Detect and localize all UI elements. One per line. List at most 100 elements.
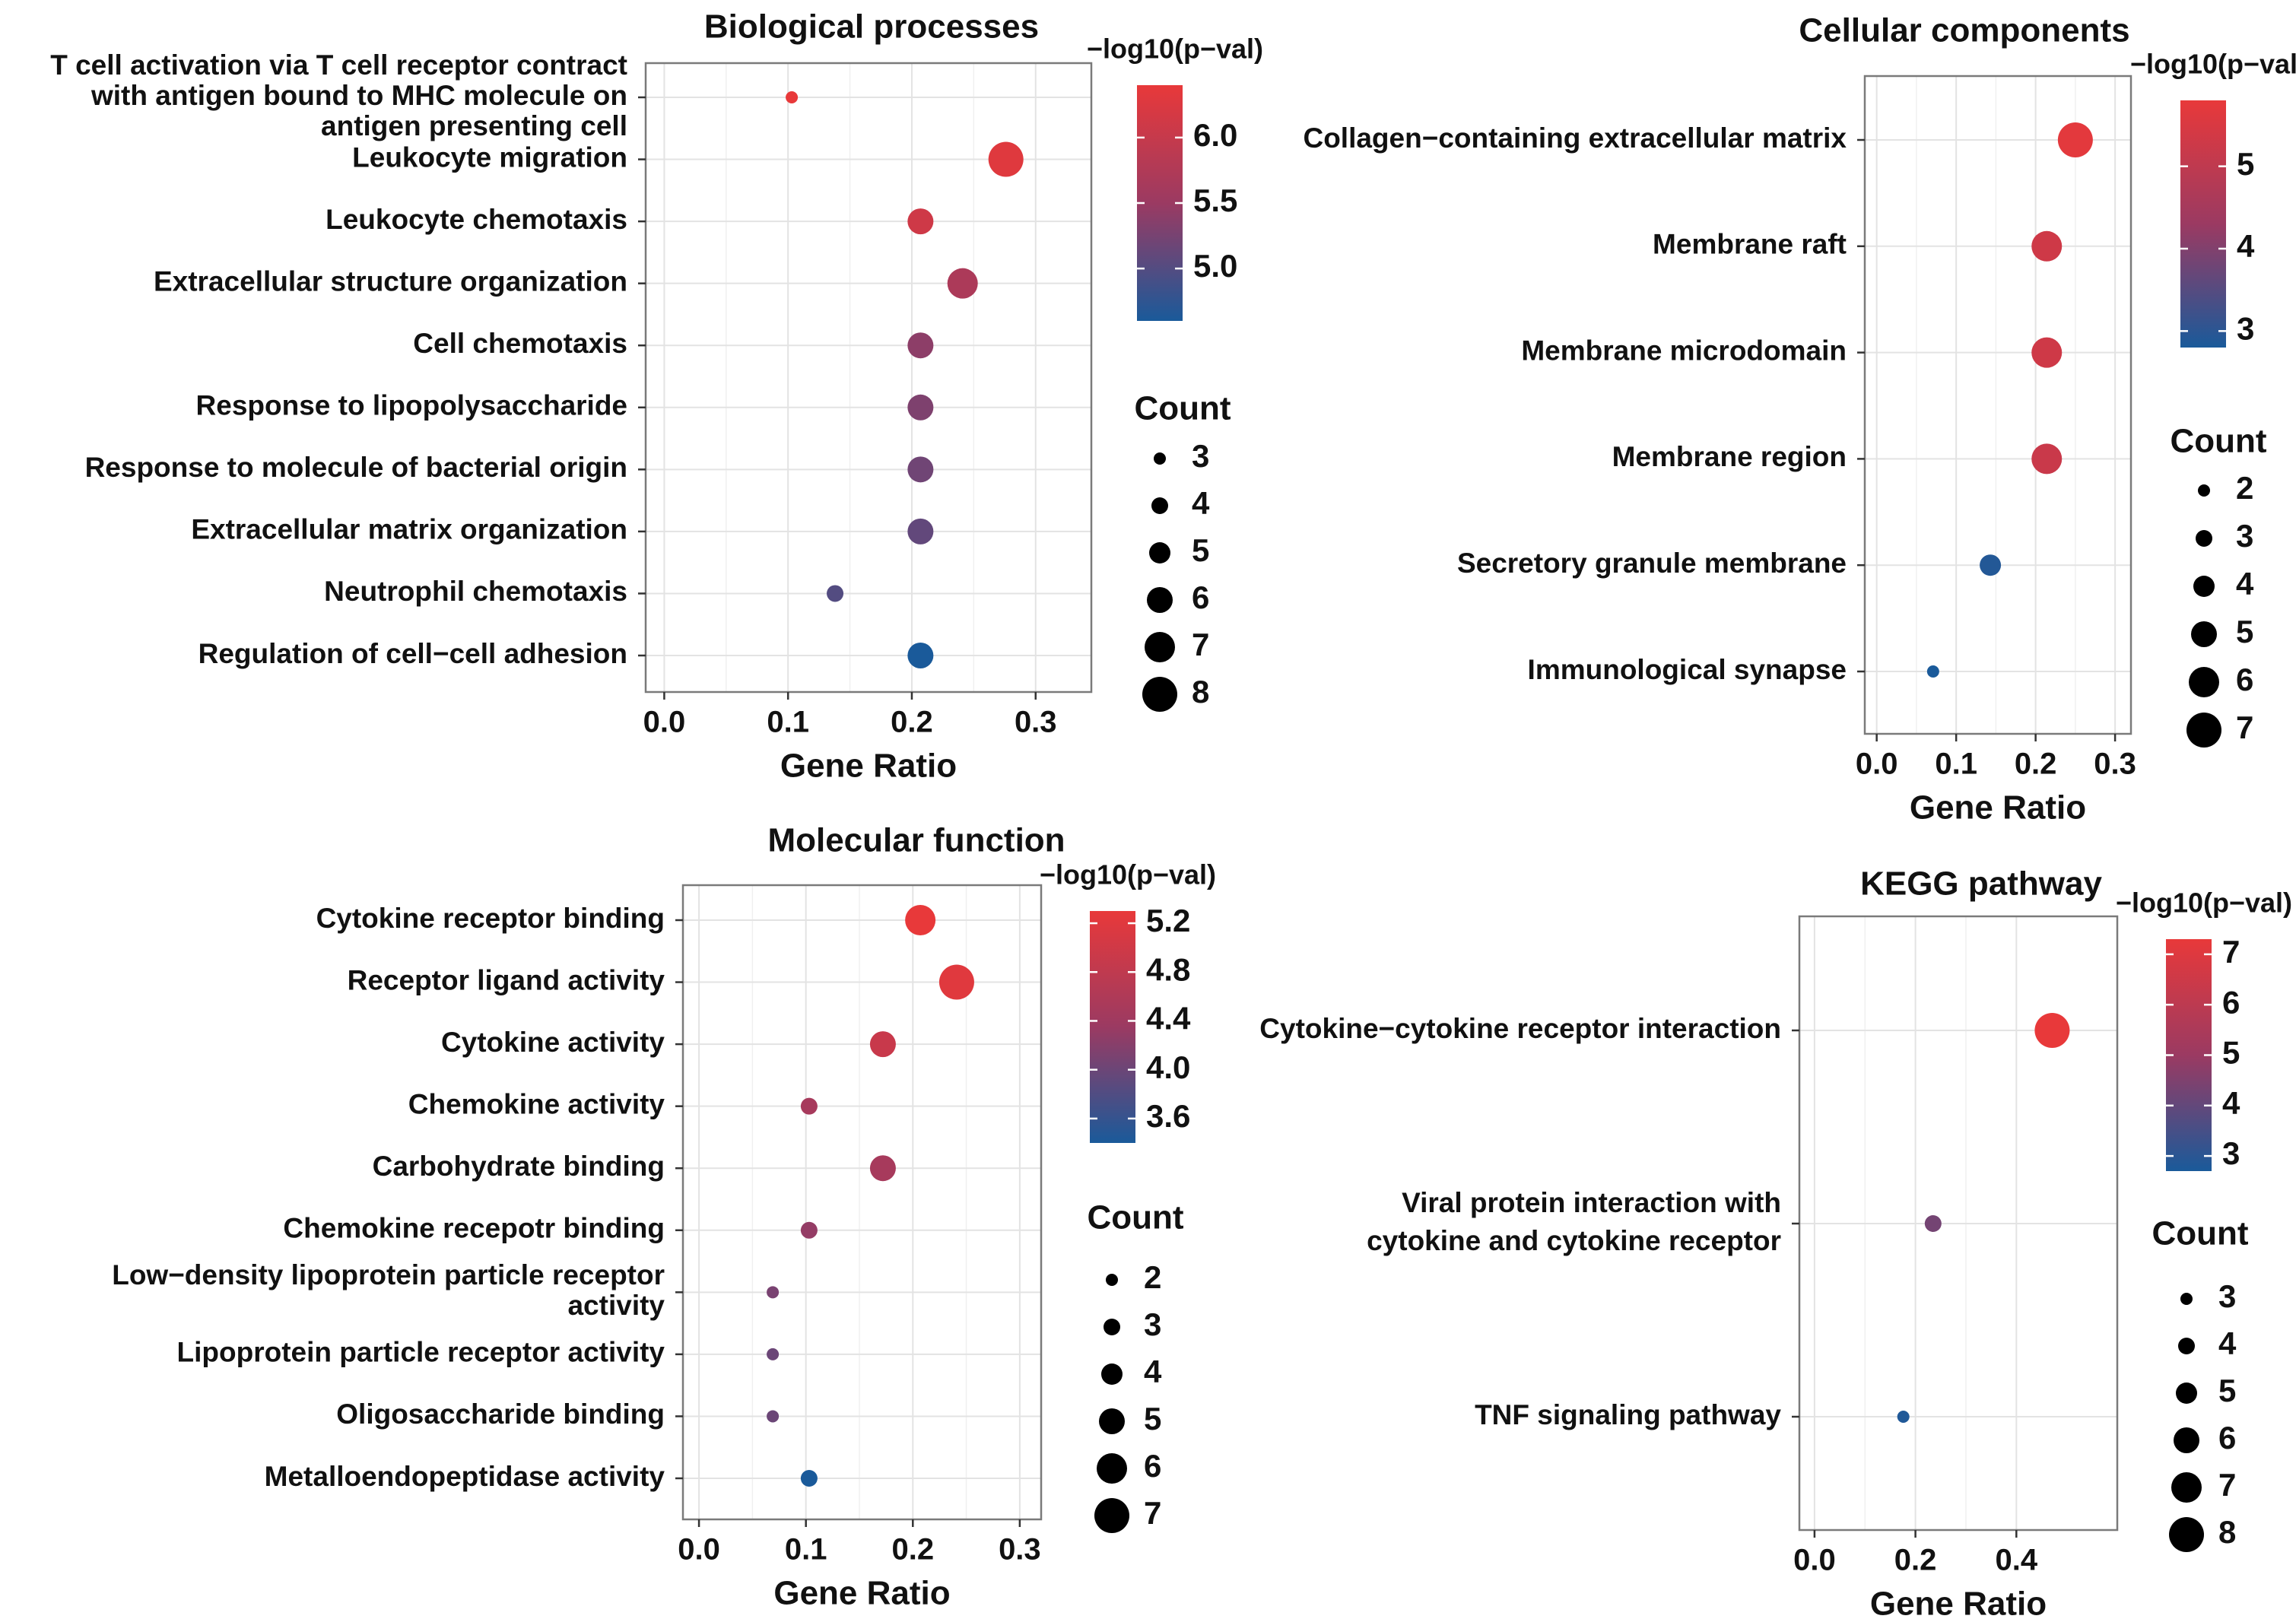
bp-term-label: Cell chemotaxis xyxy=(413,328,627,359)
mf-term-label: Oligosaccharide binding xyxy=(336,1398,665,1430)
mf-size-legend-title: Count xyxy=(1087,1199,1183,1236)
bp-point xyxy=(907,518,934,544)
bp-size-legend-label: 3 xyxy=(1192,438,1209,474)
kegg-term-label: TNF signaling pathway xyxy=(1475,1399,1781,1430)
mf-color-legend-title: −log10(p−val) xyxy=(1040,859,1216,890)
bp-panel: Biological processes 0.0 0.1 0.2 0.3 Gene Rat… xyxy=(50,8,1263,785)
kegg-point xyxy=(2034,1013,2070,1048)
kegg-color-tick-label: 5 xyxy=(2222,1035,2240,1071)
kegg-size-legend-dot xyxy=(2176,1382,2197,1404)
cc-term-label: Membrane region xyxy=(1612,441,1847,472)
cc-color-bar xyxy=(2180,100,2226,348)
kegg-color-tick-label: 6 xyxy=(2222,984,2240,1020)
mf-point xyxy=(869,1155,896,1182)
mf-term-label: activity xyxy=(567,1290,665,1321)
bp-point xyxy=(907,208,934,235)
bp-size-legend-dot xyxy=(1154,452,1166,465)
cc-size-legend-label: 2 xyxy=(2236,470,2253,506)
bp-term-label: Response to lipopolysaccharide xyxy=(196,390,627,421)
mf-term-label: Chemokine recepotr binding xyxy=(283,1213,665,1244)
kegg-size-legend-label: 7 xyxy=(2218,1467,2236,1503)
cc-size-legend-label: 6 xyxy=(2236,662,2253,697)
cc-x-tick-label: 0.2 xyxy=(2015,748,2057,781)
mf-term-label: Low−density lipoprotein particle recepto… xyxy=(112,1259,665,1290)
bp-x-tick-label: 0.3 xyxy=(1015,706,1057,739)
mf-chart-title: Molecular function xyxy=(767,822,1065,859)
bp-size-legend-label: 8 xyxy=(1192,674,1209,710)
bp-size-legend-label: 6 xyxy=(1192,579,1209,615)
kegg-panel: KEGG pathway 0.0 0.2 0.4 Gene Ratio Cytokine−… xyxy=(1259,865,2292,1619)
mf-color-bar xyxy=(1090,911,1135,1143)
mf-size-legend-label: 3 xyxy=(1144,1306,1161,1342)
kegg-color-tick-label: 3 xyxy=(2222,1135,2240,1171)
bp-term-label: Regulation of cell−cell adhesion xyxy=(198,638,627,669)
cc-size-legend-dot xyxy=(2191,621,2217,647)
mf-term-label: Cytokine activity xyxy=(441,1027,665,1058)
bp-term-label: with antigen bound to MHC molecule on xyxy=(91,80,627,111)
mf-term-label: Chemokine activity xyxy=(408,1088,665,1119)
kegg-x-tick-label: 0.4 xyxy=(1995,1544,2037,1577)
cc-size-legend-dot xyxy=(2193,576,2215,597)
mf-x-tick-label: 0.3 xyxy=(999,1533,1041,1567)
bp-size-legend-dot xyxy=(1151,497,1168,514)
cc-size-legend-label: 7 xyxy=(2236,710,2253,745)
mf-point xyxy=(767,1348,780,1360)
bp-term-label: Leukocyte migration xyxy=(352,141,627,173)
bp-size-legend-dot xyxy=(1147,587,1173,613)
mf-point xyxy=(905,905,936,935)
bp-size-legend-label: 4 xyxy=(1192,485,1210,521)
cc-size-legend-dot xyxy=(2198,484,2210,497)
kegg-size-legend-label: 6 xyxy=(2218,1420,2236,1456)
mf-term-label: Cytokine receptor binding xyxy=(316,903,665,934)
kegg-size-legend-label: 4 xyxy=(2218,1325,2237,1361)
mf-term-label: Receptor ligand activity xyxy=(348,964,665,995)
cc-point xyxy=(2031,230,2063,262)
bp-size-legend-label: 5 xyxy=(1192,532,1209,568)
mf-size-legend-label: 6 xyxy=(1144,1448,1161,1484)
kegg-term-label: Cytokine−cytokine receptor interaction xyxy=(1259,1013,1781,1044)
mf-color-tick-label: 5.2 xyxy=(1146,903,1190,938)
bp-term-label: Extracellular structure organization xyxy=(154,265,627,297)
cc-color-tick-label: 4 xyxy=(2237,228,2255,264)
kegg-color-legend-title: −log10(p−val) xyxy=(2116,887,2292,919)
mf-size-legend-dot xyxy=(1106,1274,1118,1286)
cc-x-tick-label: 0.1 xyxy=(1935,748,1977,781)
cc-color-tick-label: 3 xyxy=(2237,310,2254,346)
bp-term-label: antigen presenting cell xyxy=(321,110,627,141)
mf-size-legend-label: 7 xyxy=(1144,1495,1161,1531)
mf-point xyxy=(800,1221,818,1239)
kegg-size-legend-label: 3 xyxy=(2218,1278,2236,1314)
cc-size-legend-dot xyxy=(2196,530,2212,547)
kegg-x-tick-label: 0.2 xyxy=(1894,1544,1937,1577)
mf-x-tick-label: 0.1 xyxy=(785,1533,827,1567)
kegg-color-tick-label: 4 xyxy=(2222,1085,2240,1121)
mf-point xyxy=(767,1286,780,1299)
kegg-x-tick-label: 0.0 xyxy=(1793,1544,1836,1577)
bp-term-label: Neutrophil chemotaxis xyxy=(324,576,627,607)
cc-color-legend-title: −log10(p−val) xyxy=(2130,49,2296,80)
mf-size-legend-dot xyxy=(1101,1363,1123,1385)
kegg-size-legend-dot xyxy=(2174,1427,2199,1453)
kegg-size-legend-label: 8 xyxy=(2218,1514,2236,1550)
mf-color-tick-label: 4.8 xyxy=(1146,951,1190,987)
mf-size-legend-dot xyxy=(1104,1319,1120,1335)
bp-color-tick-label: 5.0 xyxy=(1193,248,1237,284)
bp-size-legend-label: 7 xyxy=(1192,627,1209,662)
mf-point xyxy=(800,1470,818,1487)
kegg-size-legend-label: 5 xyxy=(2218,1373,2236,1408)
mf-size-legend-label: 5 xyxy=(1144,1401,1161,1436)
mf-plot-border xyxy=(681,884,1043,1521)
bp-size-legend-title: Count xyxy=(1134,390,1231,427)
bp-point xyxy=(786,91,799,103)
kegg-chart-title: KEGG pathway xyxy=(1860,865,2102,903)
mf-x-tick-label: 0.2 xyxy=(891,1533,934,1567)
mf-term-label: Carbohydrate binding xyxy=(373,1151,665,1182)
bp-size-legend-dot xyxy=(1149,542,1170,563)
bp-point xyxy=(827,585,844,602)
bp-color-tick-label: 6.0 xyxy=(1193,117,1237,153)
cc-term-label: Immunological synapse xyxy=(1528,654,1847,685)
mf-color-tick-label: 4.0 xyxy=(1146,1049,1190,1085)
bp-color-tick-label: 5.5 xyxy=(1193,183,1237,218)
